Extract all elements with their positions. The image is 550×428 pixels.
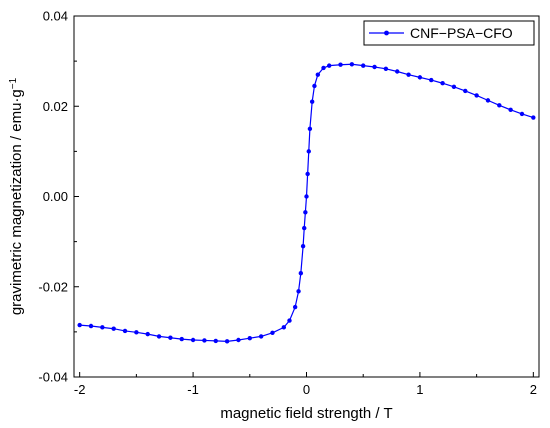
data-point [134,330,139,335]
data-point [156,334,162,339]
y-axis-label-superscript: −1 [8,77,19,89]
y-axis-ticks: -0.04 -0.02 0.00 0.02 0.04 [38,9,79,385]
x-axis-label: magnetic field strength / T [220,405,392,422]
x-tick-label: 1 [416,382,423,397]
legend-marker-swatch [384,30,389,36]
data-point [247,335,252,341]
data-point [519,111,525,117]
x-tick-label: 2 [530,382,537,397]
data-point [406,72,411,77]
data-point [281,325,287,330]
data-point [287,318,292,323]
data-point [372,64,377,70]
data-point [304,194,309,199]
data-point [100,325,105,330]
series-line [79,63,534,342]
data-point [440,81,445,86]
data-point [417,75,423,80]
data-point [497,103,502,108]
data-point [300,243,306,249]
data-point [338,62,343,67]
data-point [190,337,196,343]
data-point [429,77,434,83]
data-point [224,339,230,344]
plot-area: -2 -1 0 1 2 -0.04 -0.02 0.00 0.02 0.04 [38,9,540,397]
data-point [296,289,301,294]
legend-entry-label: CNF−PSA−CFO [410,25,513,41]
data-point [508,107,513,113]
data-point [305,171,310,177]
data-point [168,335,173,340]
series-layer [77,62,536,344]
data-point [202,338,207,343]
y-tick-label: 0.00 [43,189,68,204]
data-point [111,326,116,331]
legend-box [363,20,535,46]
data-point [309,99,315,104]
data-point [321,65,326,71]
data-point [531,115,536,120]
data-point [302,225,307,231]
x-tick-label: 0 [303,382,310,397]
data-point [88,323,94,329]
data-point [258,334,264,339]
y-tick-label: 0.04 [43,9,68,24]
x-axis-ticks: -2 -1 0 1 2 [74,372,537,397]
data-point [395,69,400,74]
data-point [298,271,304,276]
legend: CNF−PSA−CFO [363,20,535,46]
data-point [122,328,128,334]
data-point [349,62,355,67]
data-point [236,337,241,343]
data-point [315,72,321,77]
data-point [306,149,311,154]
data-point [292,304,298,310]
data-point [270,330,275,335]
x-tick-label: -1 [187,382,199,397]
y-tick-label: -0.04 [38,370,68,385]
data-point [451,84,457,90]
x-tick-label: -2 [74,382,86,397]
data-point [361,63,366,68]
data-point [145,331,150,337]
y-tick-label: 0.02 [43,99,68,114]
data-point [307,126,313,132]
data-point [474,93,479,98]
data-point [463,88,468,94]
data-point [326,63,332,68]
data-point [303,210,308,215]
data-point [312,83,317,89]
data-point [213,338,218,344]
y-tick-label: -0.02 [38,279,68,294]
y-axis-label-main: gravimetric magnetization / emu·g [8,89,25,315]
data-point [485,98,491,103]
data-point [383,66,389,71]
data-point [179,336,184,342]
data-point [77,322,82,328]
y-axis-label: gravimetric magnetization / emu·g−1 [8,77,26,315]
